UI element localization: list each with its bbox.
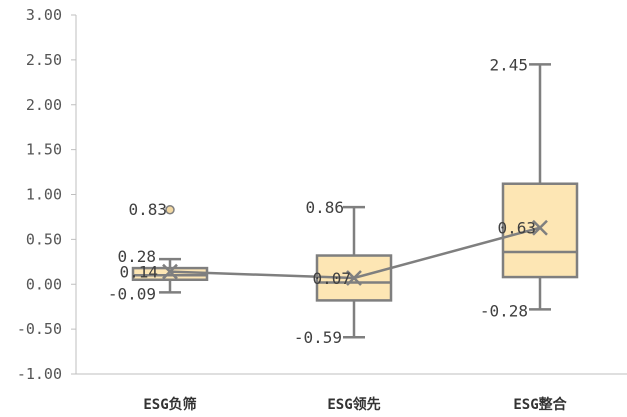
mean-label: 0.14 [119,263,158,282]
low-label: -0.59 [294,328,342,347]
y-tick-label: 0.00 [26,275,62,293]
low-label: -0.09 [108,284,156,303]
mean-marker [162,263,178,280]
low-label: -0.28 [480,301,528,320]
y-tick-label: 1.00 [26,186,62,204]
high-label: 0.86 [305,198,344,217]
mean-line-layer [162,219,548,286]
y-tick-label: 2.50 [26,51,62,69]
box-group [131,205,209,294]
x-category-label: ESG负筛 [143,396,196,413]
mean-marker [346,270,362,286]
high-label: 0.28 [117,247,156,266]
box-iqr [501,182,579,279]
mean-label: 0.63 [497,219,536,238]
outlier-point [165,205,175,215]
mean-marker [532,219,548,236]
y-tick-label: -0.50 [17,320,62,338]
y-tick-label: 1.50 [26,141,62,159]
mean-label: 0.07 [312,269,351,288]
y-tick-label: -1.00 [17,365,62,383]
box-group [501,63,579,311]
axis-layer: -1.00 -0.50 0.00 0.50 1.00 1.50 2.00 2.50 3.00 ES… [17,6,627,413]
outlier-label: 0.83 [128,200,167,219]
high-label: 2.45 [489,55,528,74]
box-layer [131,63,579,339]
y-tick-label: 3.00 [26,6,62,24]
x-category-label: ESG整合 [513,396,567,413]
y-tick-label: 2.00 [26,96,62,114]
x-category-label: ESG领先 [327,396,380,413]
y-tick-label: 0.50 [26,230,62,248]
label-layer: 0.83 0.280.14 -0.09 0.86 0.07 -0.59 2.45 0.63 -0… [108,55,536,347]
